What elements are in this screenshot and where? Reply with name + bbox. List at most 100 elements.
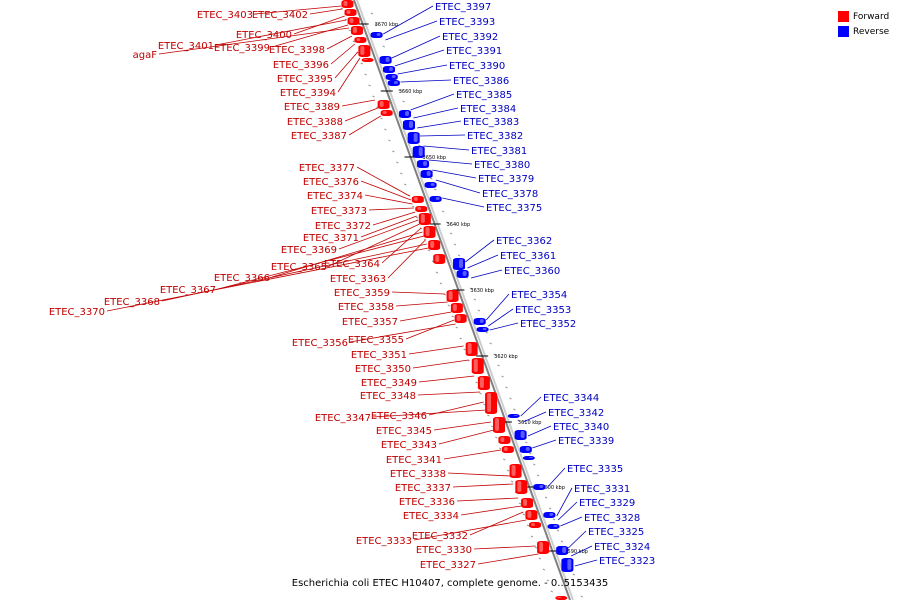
reverse-gene-label: ETEC_3391 (446, 46, 502, 57)
track-dash (495, 436, 498, 439)
reverse-gene-leader (419, 134, 466, 137)
track-dash (522, 513, 526, 516)
forward-gene-leader (106, 247, 429, 312)
scale-tick-label: 3590 kbp (564, 549, 588, 555)
reverse-gene-leader (435, 179, 481, 194)
reverse-gene-highlight (528, 457, 533, 458)
reverse-gene-label: ETEC_3361 (500, 251, 556, 262)
forward-gene-label: ETEC_3394 (280, 88, 336, 99)
track-dash (556, 529, 560, 532)
track-dash (368, 84, 371, 87)
forward-gene-highlight (360, 46, 365, 55)
forward-gene-leader (381, 227, 422, 264)
forward-gene-highlight (382, 111, 387, 114)
reverse-gene-label: ETEC_3324 (594, 542, 650, 553)
reverse-gene-highlight (405, 111, 410, 116)
forward-gene-leader (271, 231, 423, 278)
forward-gene-leader (328, 223, 420, 267)
scale-tick-label: 3660 kbp (399, 89, 423, 95)
track-dash (580, 595, 583, 598)
forward-gene (380, 110, 393, 116)
forward-gene-highlight (527, 511, 532, 518)
forward-gene-leader (387, 239, 426, 279)
track-dash (449, 232, 453, 235)
legend-label-forward: Forward (853, 11, 890, 22)
forward-gene-highlight (487, 393, 492, 412)
forward-gene-label: ETEC_3373 (311, 206, 367, 217)
reverse-gene-leader (520, 396, 542, 417)
forward-gene-leader (158, 27, 350, 55)
reverse-gene (522, 456, 535, 460)
reverse-gene-leader (397, 64, 448, 75)
track-dash (415, 216, 419, 219)
track-dash (517, 419, 520, 422)
forward-gene (529, 522, 541, 528)
scale-tick-label: 3630 kbp (470, 288, 494, 294)
forward-gene-highlight (511, 465, 516, 476)
forward-gene-label: ETEC_3370 (49, 307, 105, 318)
track-dash (473, 298, 477, 301)
forward-gene (361, 58, 374, 62)
reverse-gene-highlight (418, 147, 423, 156)
track-dash (542, 568, 546, 571)
scale-tick-label: 3670 kbp (375, 22, 399, 28)
forward-gene-leader (469, 511, 524, 536)
reverse-gene-label: ETEC_3360 (504, 266, 560, 277)
track-dash (380, 117, 383, 120)
track-dash (455, 326, 458, 329)
track-dash (441, 210, 445, 213)
reverse-gene-highlight (393, 81, 398, 84)
track-dash (518, 502, 522, 505)
track-dash (435, 271, 439, 274)
forward-gene-leader (412, 359, 469, 369)
track-dash (497, 364, 500, 367)
forward-gene-leader (460, 505, 522, 516)
forward-gene-leader (309, 8, 343, 15)
scale-tick-label: 3650 kbp (423, 155, 447, 161)
forward-gene-highlight (435, 255, 440, 262)
reverse-gene-label: ETEC_3352 (520, 319, 576, 330)
reverse-gene-highlight (413, 133, 418, 142)
reverse-gene (387, 80, 400, 86)
reverse-gene-label: ETEC_3331 (574, 484, 630, 495)
forward-gene-highlight (363, 59, 368, 60)
forward-gene-leader (395, 301, 448, 307)
forward-gene-leader (438, 429, 494, 445)
forward-gene-label: ETEC_3365 (271, 262, 327, 273)
track-dash (485, 331, 488, 334)
reverse-gene-label: ETEC_3353 (515, 305, 571, 316)
reverse-gene (473, 318, 486, 325)
track-dash (536, 474, 540, 477)
forward-gene-leader (372, 409, 487, 418)
forward-gene (411, 196, 424, 203)
track-dash (388, 139, 391, 142)
reverse-gene-label: ETEC_3328 (584, 513, 640, 524)
track-dash (477, 309, 481, 312)
forward-gene-highlight (473, 359, 478, 372)
forward-gene-label: ETEC_3396 (273, 60, 329, 71)
forward-gene-label: ETEC_3374 (307, 191, 363, 202)
reverse-gene-label: ETEC_3397 (435, 2, 491, 13)
forward-gene-label: ETEC_3350 (355, 364, 411, 375)
reverse-gene-label: ETEC_3383 (463, 117, 519, 128)
reverse-gene (429, 196, 442, 202)
forward-gene (501, 446, 514, 453)
track-dash (423, 238, 427, 241)
track-dash (360, 62, 363, 65)
scale-tick-label: 3600 kbp (541, 485, 565, 491)
forward-gene-label: ETEC_3389 (284, 102, 340, 113)
forward-gene (415, 206, 428, 212)
forward-gene-label: ETEC_3338 (390, 469, 446, 480)
forward-gene-leader (360, 180, 412, 201)
forward-gene-label: ETEC_3367 (160, 285, 216, 296)
reverse-gene (533, 484, 546, 490)
forward-gene-leader (447, 472, 511, 477)
reverse-gene (507, 414, 520, 418)
track-dash (340, 7, 344, 10)
forward-gene-leader (254, 5, 342, 15)
forward-gene-leader (217, 235, 425, 290)
forward-gene-leader (271, 24, 349, 48)
reverse-gene-highlight (520, 431, 525, 438)
forward-gene-label: ETEC_3401 (158, 41, 214, 52)
